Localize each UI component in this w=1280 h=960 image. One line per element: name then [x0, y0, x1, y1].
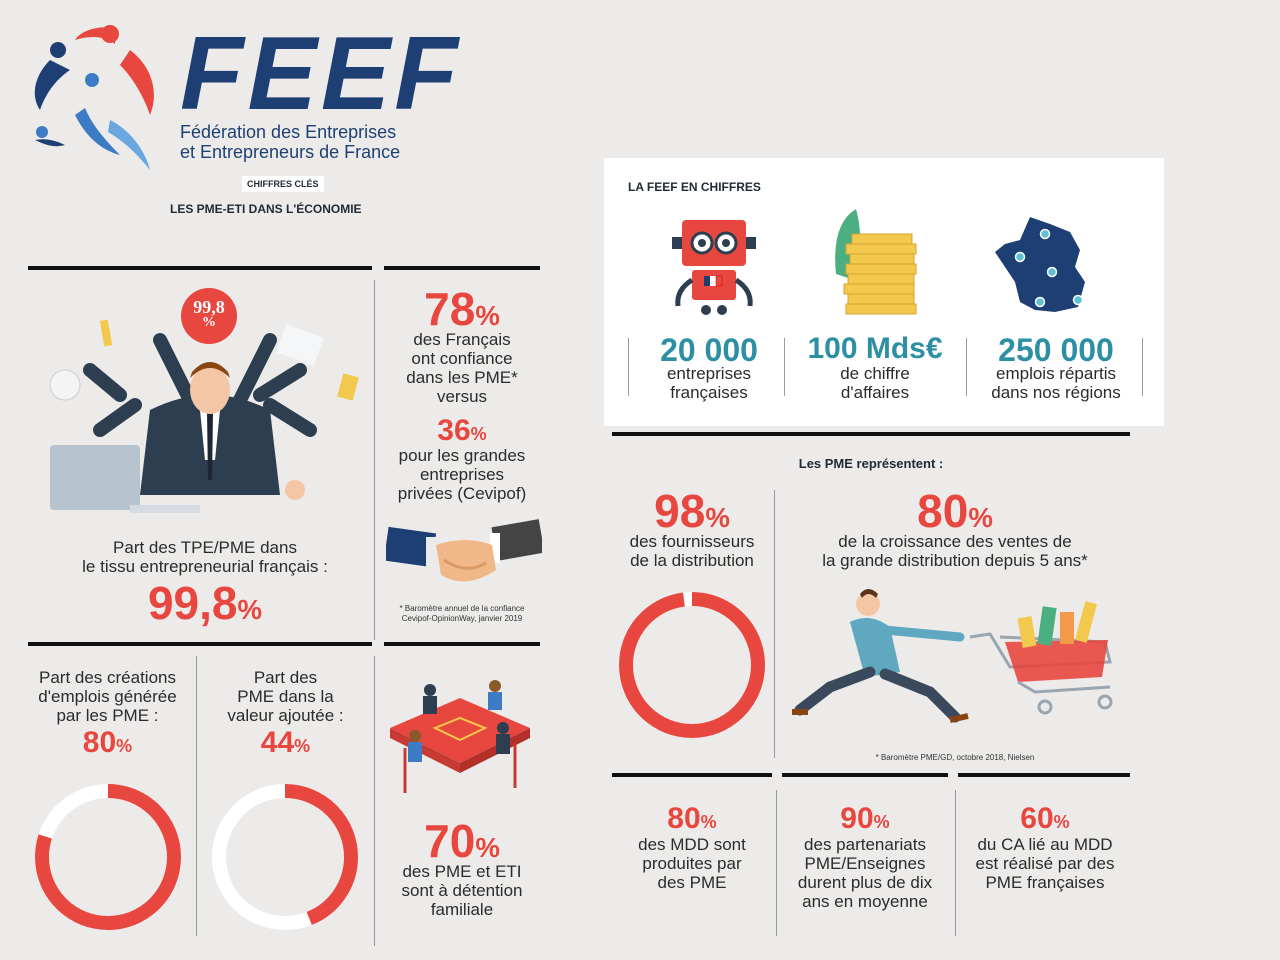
trust-footnote-2: Cevipof-OpinionWay, janvier 2019: [401, 614, 523, 623]
stat-jobs-line-2: dans nos régions: [991, 383, 1121, 402]
trust-line-1: des Français: [413, 330, 511, 349]
partnerships-line-1: des partenariats: [804, 835, 926, 854]
value-added-donut-chart: [212, 784, 358, 930]
brand-name: FEEF: [180, 16, 462, 132]
va-value: 44%: [260, 726, 311, 759]
suppliers-value: 98%: [654, 485, 730, 537]
robot-icon: [672, 220, 756, 315]
va-line-2: PME dans la: [237, 687, 334, 706]
turnover-line-3: PME françaises: [985, 873, 1105, 892]
mdd-line-3: des PME: [657, 873, 727, 892]
trust-line-4: versus: [436, 387, 488, 406]
feef-figures-panel: LA FEEF EN CHIFFRES 20 000 entreprises: [604, 158, 1164, 426]
multitasking-businessman-illustration: [49, 319, 359, 513]
mdd-line-2: produites par: [642, 854, 742, 873]
family-line-1: des PME et ETI: [402, 862, 522, 881]
stat-revenue-line-1: de chiffre: [840, 364, 910, 383]
divider: [612, 432, 1130, 436]
divider: [196, 656, 197, 936]
trust-line-3: dans les PME*: [406, 368, 518, 387]
divider: [776, 790, 777, 936]
divider: [374, 656, 375, 946]
brand-subtitle-1: Fédération des Entreprises: [180, 122, 397, 142]
pme-section-title: Les PME représentent :: [798, 456, 944, 471]
suppliers-line-2: de la distribution: [630, 551, 754, 570]
divider: [784, 338, 785, 396]
growth-footnote: * Baromètre PME/GD, octobre 2018, Nielse…: [875, 753, 1035, 762]
feef-logo: FEEF Fédération des Entreprises et Entre…: [20, 20, 458, 170]
mdd-value: 80%: [667, 802, 717, 835]
partnerships-line-2: PME/Enseignes: [804, 854, 926, 873]
divider: [955, 790, 956, 936]
partnerships-value: 90%: [840, 802, 890, 835]
stat-jobs-line-1: emplois répartis: [996, 364, 1116, 383]
jobs-donut-chart: [35, 784, 181, 930]
trust-footnote-1: * Baromètre annuel de la confiance: [399, 604, 525, 613]
shopping-cart-runner-illustration: [792, 589, 1113, 723]
star-people-icon: [34, 25, 154, 170]
jobs-line-3: par les PME :: [56, 706, 159, 725]
handshake-illustration: [386, 519, 542, 582]
meeting-table-illustration: [390, 680, 530, 793]
divider: [28, 642, 372, 646]
turnover-line-1: du CA lié au MDD: [977, 835, 1113, 854]
divider: [384, 642, 540, 646]
jobs-line-1: Part des créations: [38, 668, 176, 687]
stat-companies-line-1: entreprises: [666, 364, 752, 383]
france-map-icon: [995, 217, 1085, 312]
divider: [1142, 338, 1143, 396]
partnerships-line-4: ans en moyenne: [802, 892, 928, 911]
jobs-line-2: d'emplois générée: [38, 687, 177, 706]
growth-line-2: la grande distribution depuis 5 ans*: [822, 551, 1088, 570]
divider: [774, 490, 775, 758]
partnerships-line-3: durent plus de dix: [797, 873, 933, 892]
va-line-1: Part des: [253, 668, 318, 687]
divider: [958, 773, 1130, 777]
turnover-line-2: est réalisé par des: [975, 854, 1115, 873]
big-line-3: privées (Cevipof): [397, 484, 527, 503]
trust-line-2: ont confiance: [411, 349, 513, 368]
share-label-1: Part des TPE/PME dans: [113, 538, 297, 557]
mdd-line-1: des MDD sont: [638, 835, 746, 854]
coins-leaf-icon: [835, 209, 917, 315]
turnover-value: 60%: [1020, 802, 1070, 835]
divider: [612, 773, 772, 777]
circle-badge-pct: %: [202, 315, 216, 330]
key-figures-badge: CHIFFRES CLÉS: [242, 176, 324, 192]
divider: [384, 266, 540, 270]
big-line-1: pour les grandes: [398, 446, 526, 465]
circle-badge: 99,8 %: [181, 288, 237, 344]
feef-figures-title: LA FEEF EN CHIFFRES: [628, 180, 761, 194]
stat-jobs-value: 250 000: [998, 332, 1114, 368]
stat-revenue-line-2: d'affaires: [840, 383, 910, 402]
suppliers-line-1: des fournisseurs: [629, 532, 755, 551]
divider: [28, 266, 372, 270]
stat-companies-line-2: françaises: [670, 383, 748, 402]
family-line-2: sont à détention: [401, 881, 523, 900]
suppliers-donut-chart: [619, 592, 765, 738]
trust-value: 78%: [424, 283, 500, 335]
brand-subtitle-2: et Entrepreneurs de France: [180, 142, 401, 162]
family-line-3: familiale: [430, 900, 494, 919]
divider: [782, 773, 948, 777]
stat-revenue-value: 100 Mds€: [807, 332, 943, 365]
stat-companies-value: 20 000: [660, 332, 758, 368]
big-companies-value: 36%: [437, 414, 487, 447]
page-title: LES PME-ETI DANS L'ÉCONOMIE: [170, 202, 362, 216]
divider: [966, 338, 967, 396]
growth-line-1: de la croissance des ventes de: [838, 532, 1072, 551]
family-value: 70%: [424, 815, 500, 867]
big-line-2: entreprises: [419, 465, 505, 484]
jobs-value: 80%: [82, 726, 133, 759]
divider: [374, 280, 375, 640]
va-line-3: valeur ajoutée :: [227, 706, 344, 725]
share-label-2: le tissu entrepreneurial français :: [82, 557, 328, 576]
growth-value: 80%: [917, 485, 993, 537]
divider: [628, 338, 629, 396]
circle-badge-value: 99,8: [193, 297, 225, 317]
share-value: 99,8%: [147, 577, 263, 629]
